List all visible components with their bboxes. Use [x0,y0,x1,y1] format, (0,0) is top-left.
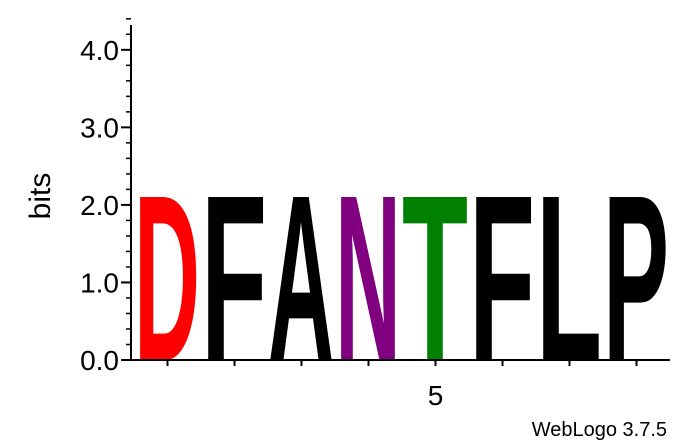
y-tick-label: 1.0 [80,267,119,298]
logo-letter-n: N [335,146,401,411]
logo-letter-l: L [536,146,602,411]
logo-letter-d: D [134,146,200,411]
logo-letter-f: F [201,146,267,411]
y-tick-label: 2.0 [80,190,119,221]
y-axis-label: bits [24,173,57,220]
y-tick-label: 3.0 [80,112,119,143]
y-tick-label: 0.0 [80,345,119,376]
x-tick-label: 5 [428,380,444,411]
x-axis: 5 [131,359,670,411]
logo-letter-f: F [469,146,535,411]
logo-letter-a: A [268,146,334,411]
logo-letter-p: P [603,147,669,411]
y-tick-label: 4.0 [80,35,119,66]
logo-letter-t: T [402,146,468,411]
weblogo-credit: WebLogo 3.7.5 [532,419,667,441]
y-axis: 0.0 1.0 2.0 3.0 4.0 [80,18,132,376]
